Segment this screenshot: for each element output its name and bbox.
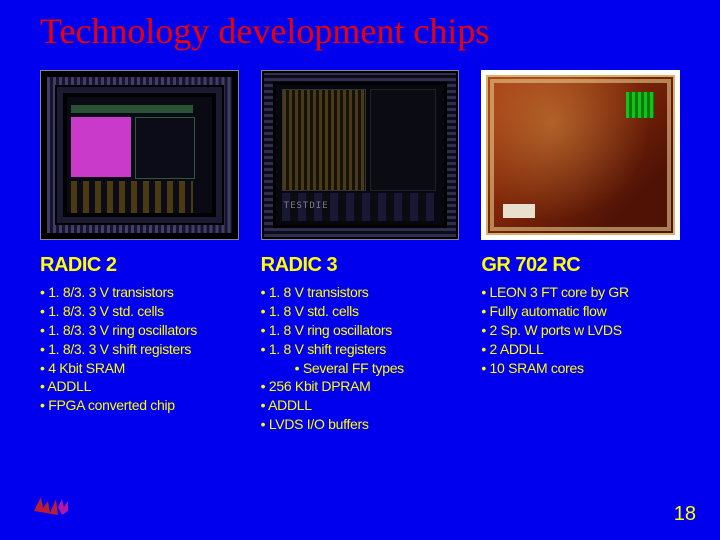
- bullet: • ADDLL: [261, 396, 460, 415]
- bullet: • 1. 8/3. 3 V transistors: [40, 283, 239, 302]
- bullet: • LVDS I/O buffers: [261, 415, 460, 434]
- bullet: • 10 SRAM cores: [481, 359, 680, 378]
- bullet: • 1. 8 V ring oscillators: [261, 321, 460, 340]
- bullet-list: • 1. 8/3. 3 V transistors • 1. 8/3. 3 V …: [40, 283, 239, 415]
- bullet-list: • 1. 8 V transistors • 1. 8 V std. cells…: [261, 283, 460, 434]
- column-radic2: RADIC 2 • 1. 8/3. 3 V transistors • 1. 8…: [40, 70, 239, 434]
- bullet: • 1. 8 V transistors: [261, 283, 460, 302]
- bullet: • 256 Kbit DPRAM: [261, 377, 460, 396]
- chip-image-gr702rc: [481, 70, 680, 240]
- bullet: • 2 ADDLL: [481, 340, 680, 359]
- columns: RADIC 2 • 1. 8/3. 3 V transistors • 1. 8…: [40, 70, 680, 434]
- chip-label: RADIC 3: [261, 254, 460, 277]
- bullet: • 1. 8/3. 3 V shift registers: [40, 340, 239, 359]
- column-gr702rc: GR 702 RC • LEON 3 FT core by GR • Fully…: [481, 70, 680, 434]
- column-radic3: TESTDIE RADIC 3 • 1. 8 V transistors • 1…: [261, 70, 460, 434]
- bullet-list: • LEON 3 FT core by GR • Fully automatic…: [481, 283, 680, 377]
- bullet: • 1. 8 V std. cells: [261, 302, 460, 321]
- chip-image-radic3: TESTDIE: [261, 70, 460, 240]
- page-number: 18: [674, 503, 696, 526]
- bullet: • Several FF types: [261, 359, 460, 378]
- bullet: • 1. 8 V shift registers: [261, 340, 460, 359]
- chip-label: RADIC 2: [40, 254, 239, 277]
- slide-title: Technology development chips: [40, 10, 680, 52]
- bullet: • 4 Kbit SRAM: [40, 359, 239, 378]
- chip-label: GR 702 RC: [481, 254, 680, 277]
- bullet: • FPGA converted chip: [40, 396, 239, 415]
- bullet: • 1. 8/3. 3 V std. cells: [40, 302, 239, 321]
- bullet: • Fully automatic flow: [481, 302, 680, 321]
- bullet: • LEON 3 FT core by GR: [481, 283, 680, 302]
- bullet: • 1. 8/3. 3 V ring oscillators: [40, 321, 239, 340]
- logo-icon: [28, 493, 72, 526]
- bullet: • ADDLL: [40, 377, 239, 396]
- bullet: • 2 Sp. W ports w LVDS: [481, 321, 680, 340]
- chip-image-radic2: [40, 70, 239, 240]
- slide: Technology development chips RADIC 2 • 1…: [0, 0, 720, 540]
